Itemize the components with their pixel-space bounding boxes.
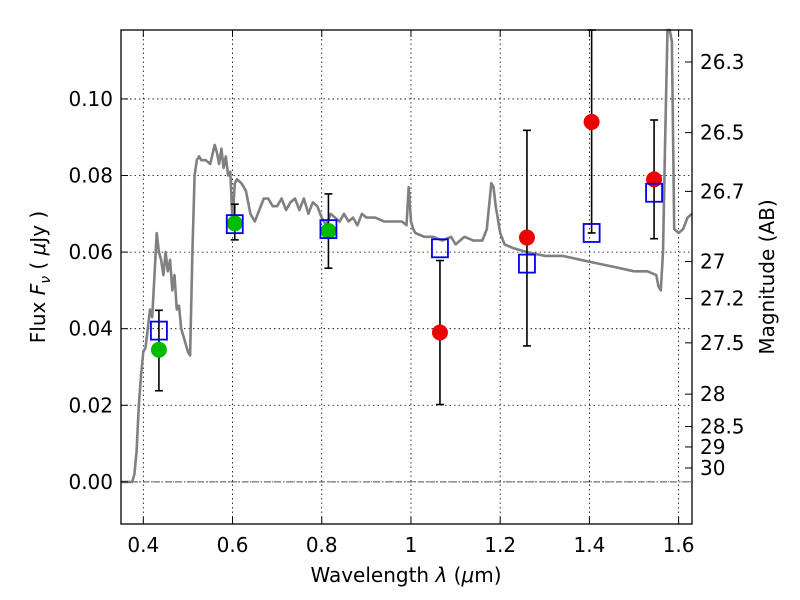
mag-tick-label: 27	[700, 250, 725, 274]
model-bandflux-marker	[582, 223, 601, 243]
model-bandflux-marker	[518, 253, 536, 274]
ticks	[121, 30, 692, 524]
mag-tick-label: 26.5	[700, 121, 745, 145]
measured-flux-point	[226, 215, 243, 232]
mag-tick-label: 26.3	[700, 50, 745, 74]
model-bandflux-marker	[225, 214, 244, 235]
mag-tick-label: 29	[700, 435, 725, 459]
y-tick-label: 0.08	[68, 164, 113, 188]
mag-tick-label: 27.2	[700, 287, 745, 311]
y-tick-label: 0.00	[68, 470, 113, 494]
x-tick-label: 0.8	[306, 533, 338, 557]
y-tick-label: 0.04	[68, 317, 113, 341]
y-axis-label-flux: Flux Fν ( μJy )	[26, 211, 54, 343]
mag-tick-label: 30	[700, 456, 725, 480]
mag-tick-label: 28.5	[700, 415, 745, 439]
measured-flux-point-red	[431, 324, 448, 341]
plot-frame	[120, 29, 693, 525]
x-tick-label: 1.4	[573, 533, 605, 557]
grid	[121, 30, 692, 524]
model-bandflux-marker	[319, 219, 338, 240]
data-markers	[150, 113, 663, 358]
y-tick-label: 0.10	[68, 87, 113, 111]
x-tick-label: 0.6	[217, 533, 249, 557]
model-bandflux-marker	[431, 238, 449, 259]
tick-labels: 0.4 0.6 0.8 1 1.2 1.4 1.6 0.00 0.02 0.04 0.06 0.08 0…	[68, 50, 744, 557]
measured-flux-point	[320, 223, 337, 240]
mag-tick-label: 28	[700, 382, 725, 406]
measured-flux-point-red	[518, 229, 535, 246]
measured-flux-point-red	[583, 113, 600, 130]
x-tick-label: 1.2	[484, 533, 516, 557]
y-tick-label: 0.06	[68, 240, 113, 264]
x-axis-label: Wavelength λ (μm)	[310, 563, 501, 587]
mag-tick-label: 26.7	[700, 179, 745, 203]
x-tick-label: 1	[405, 533, 418, 557]
x-tick-label: 1.6	[663, 533, 695, 557]
model-bandflux-marker	[150, 320, 168, 341]
y-tick-label: 0.02	[68, 393, 113, 417]
x-tick-label: 0.4	[127, 533, 159, 557]
y-axis-label-magnitude: Magnitude (AB)	[755, 199, 779, 354]
mag-tick-label: 27.5	[700, 331, 745, 355]
model-spectrum-line	[121, 28, 693, 484]
model-spectrum	[121, 28, 693, 484]
measured-flux-point	[150, 341, 167, 358]
model-bandflux-marker	[645, 182, 663, 203]
